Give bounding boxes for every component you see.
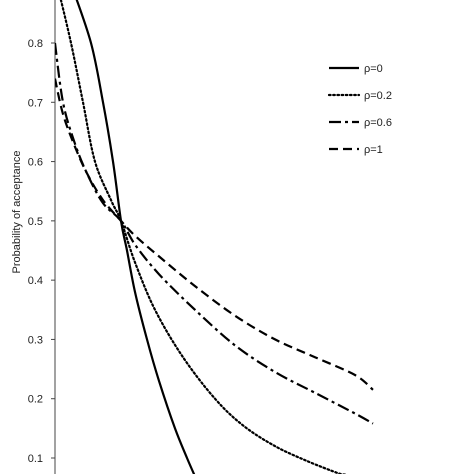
series-lines: [55, 0, 374, 474]
y-tick-label: 0.1: [28, 453, 43, 465]
y-tick-label: 0.7: [28, 97, 43, 109]
legend: ρ=0 ρ=0.2 ρ=0.6 ρ=1: [327, 63, 392, 156]
y-ticks: 0.1 0.2 0.3 0.4 0.5 0.6 0.7 0.8: [28, 38, 55, 465]
series-line-1: [59, 0, 346, 474]
y-tick-label: 0.8: [28, 38, 43, 50]
legend-label-0: ρ=0: [364, 63, 383, 75]
legend-label-3: ρ=1: [364, 144, 383, 156]
y-tick-label: 0.6: [28, 157, 43, 169]
legend-label-2: ρ=0.6: [364, 117, 392, 129]
y-tick-label: 0.2: [28, 394, 43, 406]
legend-label-1: ρ=0.2: [364, 90, 392, 102]
y-axis-title: Probability of acceptance: [11, 151, 23, 274]
y-tick-label: 0.3: [28, 334, 43, 346]
y-tick-label: 0.5: [28, 216, 43, 228]
series-line-2: [55, 42, 374, 425]
series-line-0: [75, 0, 196, 474]
series-line-3: [55, 78, 374, 391]
y-tick-label: 0.4: [28, 275, 43, 287]
